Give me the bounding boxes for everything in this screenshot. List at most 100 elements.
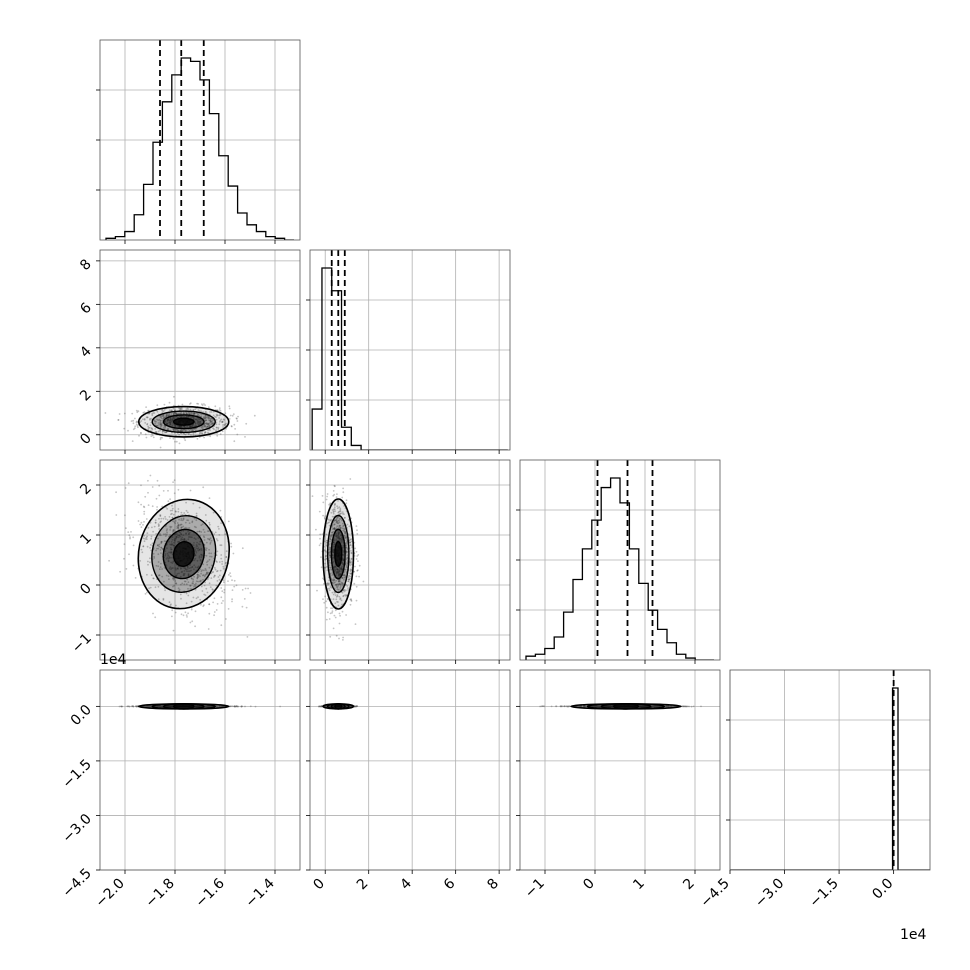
sample-point <box>170 418 172 421</box>
sample-point <box>208 422 211 425</box>
sample-point <box>181 536 184 539</box>
sample-point <box>193 412 196 415</box>
sample-point <box>162 410 165 413</box>
sample-point <box>192 596 195 599</box>
sample-point <box>143 411 146 413</box>
sample-point <box>170 705 173 708</box>
sample-point <box>186 415 189 418</box>
sample-point <box>335 533 337 536</box>
sample-point <box>150 417 153 420</box>
sample-point <box>343 517 346 519</box>
sample-point <box>333 578 336 581</box>
sample-point <box>338 612 341 615</box>
sample-point <box>332 573 334 576</box>
sample-point <box>186 425 189 428</box>
sample-point <box>185 509 188 512</box>
sample-point <box>340 518 342 520</box>
sample-point <box>171 538 174 541</box>
sample-point <box>200 547 203 550</box>
panel-frame <box>99 249 301 451</box>
sample-point <box>207 422 210 425</box>
sample-point <box>345 502 348 505</box>
sample-point <box>137 520 140 522</box>
sample-point <box>195 597 198 600</box>
sample-point <box>151 413 154 415</box>
sample-point <box>196 530 199 533</box>
sample-point <box>328 540 331 543</box>
sample-point <box>222 565 225 568</box>
sample-point <box>157 544 159 547</box>
sample-point <box>154 428 157 430</box>
sample-point <box>212 589 214 591</box>
sample-point <box>332 550 334 552</box>
sample-point <box>342 594 345 597</box>
sample-point <box>154 430 157 433</box>
sample-point <box>208 424 211 427</box>
sample-point <box>135 423 138 426</box>
sample-point <box>347 587 349 589</box>
sample-point <box>144 422 147 424</box>
sample-point <box>182 429 185 432</box>
sample-point <box>342 522 344 525</box>
sample-point <box>350 550 352 552</box>
sample-point <box>171 418 174 421</box>
sample-point <box>343 570 346 572</box>
sample-point <box>339 587 342 589</box>
sample-point <box>142 418 144 421</box>
sample-point <box>217 426 220 429</box>
sample-point <box>145 518 148 520</box>
sample-point <box>356 555 359 557</box>
sample-point <box>204 514 207 516</box>
sample-point <box>342 636 344 639</box>
sample-point <box>333 541 335 544</box>
sample-point <box>203 604 205 606</box>
sample-point <box>209 421 212 424</box>
sample-point <box>134 425 137 428</box>
sample-point <box>337 532 340 535</box>
sample-point <box>169 604 172 607</box>
sample-point <box>156 705 159 708</box>
sample-point <box>205 426 208 429</box>
sample-point <box>215 426 218 429</box>
sample-point <box>194 548 197 551</box>
sample-point <box>333 493 336 496</box>
sample-point <box>200 705 202 708</box>
sample-point <box>334 569 337 571</box>
sample-point <box>202 574 205 576</box>
sample-point <box>159 705 162 708</box>
sample-point <box>161 575 164 578</box>
sample-point <box>219 410 222 412</box>
sample-point <box>214 415 216 418</box>
sample-point <box>333 568 336 571</box>
sample-point <box>328 618 331 620</box>
sample-point <box>334 528 336 531</box>
sample-point <box>216 580 219 582</box>
sample-point <box>346 561 349 564</box>
sample-point <box>172 585 174 588</box>
sample-point <box>350 552 353 555</box>
sample-point <box>180 428 183 431</box>
sample-point <box>137 410 140 413</box>
sample-point <box>223 419 226 421</box>
sample-point <box>143 418 146 420</box>
sample-point <box>170 548 173 551</box>
sample-point <box>209 419 212 422</box>
sample-point <box>165 413 168 416</box>
sample-point <box>148 705 151 708</box>
sample-point <box>220 624 223 627</box>
sample-point <box>191 582 194 585</box>
sample-point <box>337 531 340 534</box>
sample-point <box>350 540 353 543</box>
sample-point <box>171 567 173 570</box>
sample-point <box>210 564 213 567</box>
sample-point <box>329 556 331 558</box>
sample-point <box>160 423 162 426</box>
sample-point <box>151 505 154 508</box>
sample-point <box>166 705 169 708</box>
sample-point <box>128 553 130 556</box>
sample-point <box>191 412 194 415</box>
sample-point <box>319 533 322 536</box>
sample-point <box>723 705 725 707</box>
sample-point <box>167 418 169 421</box>
sample-point <box>221 560 224 563</box>
